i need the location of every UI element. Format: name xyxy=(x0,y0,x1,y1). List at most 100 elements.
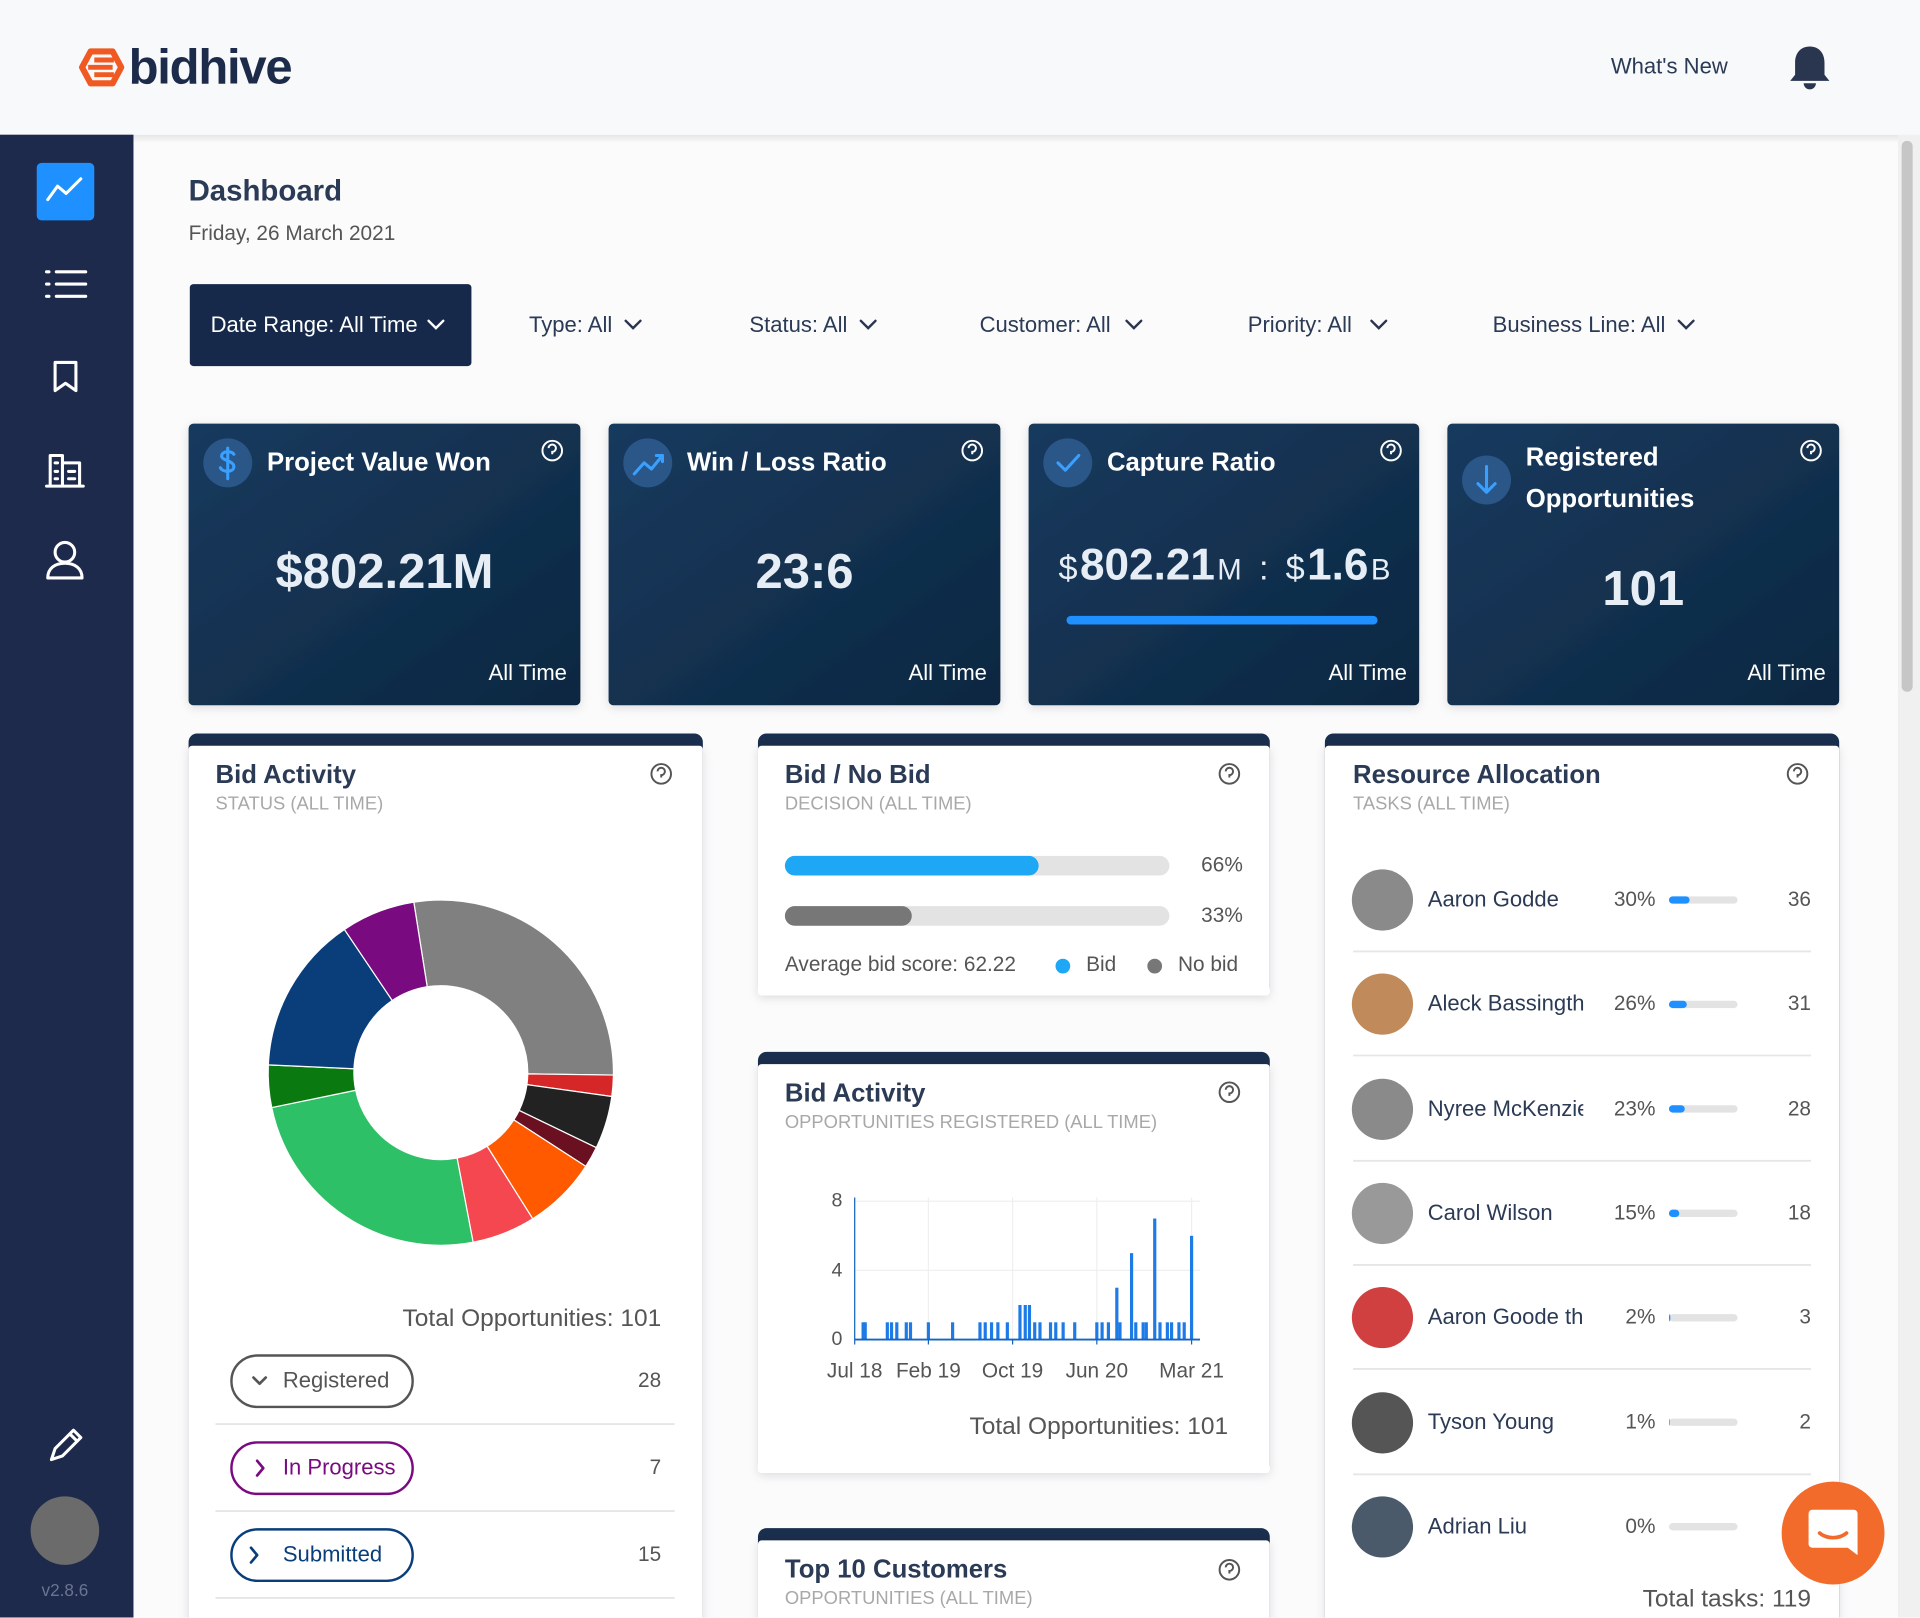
kpi-value-part: : xyxy=(1258,549,1269,588)
bar xyxy=(1018,1305,1022,1340)
filter[interactable]: Type: All xyxy=(528,312,613,337)
bar xyxy=(1165,1322,1169,1340)
panel-title: Bid Activity xyxy=(215,760,357,790)
whats-new[interactable]: What's New xyxy=(1610,54,1728,79)
bar-track xyxy=(1668,1418,1738,1426)
x-tick-label: Oct 19 xyxy=(981,1358,1044,1383)
capture-bar xyxy=(1066,615,1378,625)
page-date: Friday, 26 March 2021 xyxy=(188,221,396,245)
bar xyxy=(1038,1322,1042,1340)
bar xyxy=(1668,1209,1680,1218)
person-name: Carol Wilson xyxy=(1427,1200,1553,1225)
kpi-value-part: 1.6 xyxy=(1307,539,1369,590)
legend-dot xyxy=(1147,958,1163,974)
status-pill[interactable] xyxy=(230,1354,414,1409)
bar xyxy=(1033,1322,1037,1340)
kpi-value-part: B xyxy=(1370,553,1391,588)
bar xyxy=(1054,1322,1058,1340)
version: v2.8.6 xyxy=(41,1580,89,1600)
x-tick-label: Jun 20 xyxy=(1065,1358,1129,1383)
status-pill[interactable] xyxy=(230,1441,414,1496)
task-count: 3 xyxy=(1799,1305,1812,1329)
bar xyxy=(895,1322,899,1340)
person-name: Aleck Bassingth xyxy=(1427,991,1584,1016)
bar xyxy=(1027,1305,1032,1340)
page-title: Dashboard xyxy=(188,174,343,208)
panel-title: Bid / No Bid xyxy=(784,760,931,790)
bar xyxy=(784,855,1039,876)
legend-label: Bid xyxy=(1086,952,1117,976)
share-label: 0% xyxy=(1625,1514,1656,1538)
total: Total tasks: 119 xyxy=(1642,1585,1812,1613)
kpi-title: Win / Loss Ratio xyxy=(686,448,887,477)
bar xyxy=(1023,1305,1027,1340)
panel-title: Resource Allocation xyxy=(1353,760,1601,790)
bar xyxy=(1100,1322,1104,1340)
x-tick-label: Jul 18 xyxy=(826,1358,883,1383)
status-count: 7 xyxy=(649,1455,662,1479)
share-label: 23% xyxy=(1613,1096,1656,1120)
logo: bidhive xyxy=(128,40,293,95)
person-name: Nyree McKenzie xyxy=(1427,1095,1584,1121)
person-name: Tyson Young xyxy=(1427,1409,1555,1434)
kpi-value: $802.21M xyxy=(275,544,494,599)
bar-label: 66% xyxy=(1201,853,1243,877)
bar-track xyxy=(1668,1523,1738,1531)
filter[interactable]: Business Line: All xyxy=(1492,312,1666,337)
bar-label: 33% xyxy=(1201,903,1243,927)
task-count: 31 xyxy=(1787,991,1812,1016)
bar xyxy=(1668,1314,1671,1322)
status-name[interactable]: Registered xyxy=(282,1368,390,1393)
filter[interactable]: Date Range: All Time xyxy=(210,312,418,337)
kpi-value-part: M xyxy=(1217,553,1242,588)
filter[interactable]: Customer: All xyxy=(979,312,1111,337)
kpi-period: All Time xyxy=(908,660,987,685)
average-score: Average bid score: 62.22 xyxy=(784,952,1016,976)
kpi-value-part: 802.21 xyxy=(1080,539,1215,590)
donut-segment xyxy=(271,1089,474,1246)
panel-subtitle: STATUS (ALL TIME) xyxy=(215,793,384,815)
task-count: 18 xyxy=(1787,1200,1812,1225)
total: Total Opportunities: 101 xyxy=(969,1413,1229,1440)
bar xyxy=(1129,1253,1134,1340)
bar xyxy=(1144,1322,1148,1340)
bar xyxy=(1668,896,1690,904)
kpi-value: 101 xyxy=(1602,562,1685,616)
bar xyxy=(889,1322,894,1340)
bar xyxy=(1182,1322,1186,1340)
bar xyxy=(926,1322,930,1340)
header-bar xyxy=(0,0,1920,135)
kpi-title: Project Value Won xyxy=(266,448,491,477)
bar xyxy=(1134,1322,1138,1340)
status-pill[interactable] xyxy=(230,1528,414,1583)
share-label: 30% xyxy=(1613,887,1656,911)
kpi-title: Registered Opportunities xyxy=(1525,443,1695,514)
filter-button[interactable] xyxy=(189,284,472,367)
status-count: 15 xyxy=(638,1542,662,1566)
bar xyxy=(983,1322,987,1340)
task-count: 2 xyxy=(1799,1409,1812,1434)
status-name[interactable]: In Progress xyxy=(282,1454,396,1480)
bar xyxy=(1073,1322,1077,1340)
share-label: 1% xyxy=(1625,1409,1656,1434)
task-count: 28 xyxy=(1787,1096,1812,1120)
bar xyxy=(863,1322,867,1340)
filter[interactable]: Status: All xyxy=(749,312,848,337)
bar xyxy=(1169,1322,1174,1340)
bar xyxy=(989,1322,994,1340)
bar xyxy=(885,1322,889,1340)
bar xyxy=(1048,1322,1053,1340)
panel-title: Top 10 Customers xyxy=(784,1555,1008,1584)
panel-title: Bid Activity xyxy=(784,1079,926,1108)
filter[interactable]: Priority: All xyxy=(1247,312,1352,337)
bar xyxy=(951,1322,955,1340)
panel-subtitle: OPPORTUNITIES (ALL TIME) xyxy=(784,1588,1033,1609)
donut-segment xyxy=(343,901,428,1002)
scroll-thumb[interactable] xyxy=(1901,140,1913,692)
share-label: 15% xyxy=(1613,1200,1656,1225)
panel-subtitle: TASKS (ALL TIME) xyxy=(1353,793,1510,815)
legend-dot xyxy=(1055,958,1071,974)
status-name[interactable]: Submitted xyxy=(282,1541,383,1567)
y-tick-label: 0 xyxy=(831,1329,843,1350)
